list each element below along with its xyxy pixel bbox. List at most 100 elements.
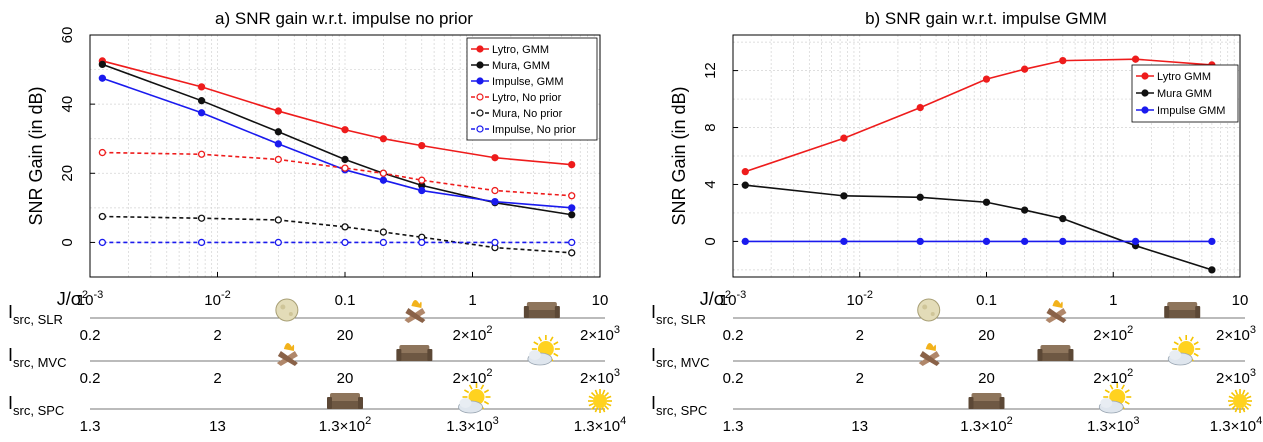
sun-ray (1234, 407, 1239, 413)
sun-ray (1241, 389, 1246, 395)
data-point (840, 237, 848, 246)
moon-icon (917, 298, 941, 322)
data-point (1021, 65, 1029, 73)
x-axis-label: J/σ2 (700, 289, 731, 309)
row-value-base: 2 (213, 327, 221, 344)
sofa-back (526, 302, 557, 312)
row-value-base: 13 (209, 418, 226, 435)
moon-crater (922, 304, 928, 310)
row-label-sub: src, MVC (656, 355, 709, 370)
x-axis-label-base: J/σ (57, 289, 82, 309)
series-line (745, 58, 1212, 173)
x-tick-label-exp: -2 (221, 289, 231, 301)
data-point (274, 216, 282, 224)
row-value: 0.2 (723, 370, 744, 387)
row-value: 0.2 (723, 327, 744, 344)
row-value-exp: 2 (1127, 367, 1133, 379)
row-label-sub: src, SLR (13, 312, 63, 327)
campfire-icon (276, 342, 298, 366)
log (405, 308, 426, 323)
row-value: 20 (337, 327, 354, 344)
sofa-arm (1195, 306, 1201, 318)
data-point (741, 237, 749, 246)
sun-ray (483, 400, 490, 405)
row-value-base: 2×10 (580, 370, 614, 387)
data-point (568, 249, 576, 257)
row-value-base: 0.2 (723, 370, 744, 387)
data-point (568, 160, 576, 169)
sofa-icon (523, 302, 560, 318)
sofa-back (1040, 345, 1071, 355)
moon-disc (275, 298, 299, 322)
cloud (1100, 398, 1113, 408)
series-lytro-gmm (98, 57, 576, 169)
sun-ray (483, 389, 490, 394)
row-value: 0.2 (80, 327, 101, 344)
moon-crater (930, 312, 935, 316)
sun-ray (1173, 341, 1179, 346)
sofa-back (971, 393, 1002, 403)
row-label-sub: src, SPC (656, 403, 707, 418)
data-point (274, 155, 282, 164)
row-value-base: 2 (856, 327, 864, 344)
data-point (98, 74, 107, 82)
data-point (568, 238, 576, 247)
data-point (274, 238, 282, 247)
sofa-seat (970, 401, 1003, 409)
row-value-exp: 3 (493, 415, 499, 427)
sun-ray (601, 389, 606, 395)
x-tick-label: 10-3 (77, 289, 103, 309)
row-value: 2×103 (580, 324, 620, 344)
x-tick-label-exp: -3 (93, 289, 103, 301)
row-value-base: 1.3×10 (446, 418, 492, 435)
data-point (341, 238, 349, 247)
data-point (568, 204, 576, 212)
data-point (197, 109, 206, 117)
legend-marker (476, 45, 484, 53)
y-axis-label: SNR Gain (in dB) (669, 86, 689, 225)
sun-ray (1121, 384, 1125, 390)
x-tick-label: 1 (1109, 292, 1117, 309)
series-line (102, 77, 572, 209)
campfire-icon (404, 299, 426, 323)
x-axis-label: J/σ2 (57, 289, 88, 309)
row-label-base: I (651, 345, 656, 365)
y-tick-label: 0 (59, 238, 76, 246)
sun-ray (1228, 395, 1234, 400)
sun-ray (538, 336, 543, 342)
row-value-exp: 2 (486, 324, 492, 336)
legend-marker (476, 61, 484, 69)
legend-label: Impulse, No prior (492, 124, 576, 136)
row-value-exp: 2 (1007, 415, 1013, 427)
sofa-seat (1039, 353, 1072, 361)
row-label-base: I (651, 302, 656, 322)
moon-disc (917, 298, 941, 322)
row-value-exp: 3 (1250, 324, 1256, 336)
row-value-base: 20 (978, 370, 995, 387)
legend-label: Mura, GMM (492, 60, 550, 72)
flame (925, 342, 936, 351)
log (277, 351, 298, 366)
sun-ray (1109, 384, 1114, 390)
x-tick-label: 1 (468, 292, 476, 309)
x-tick-label: 0.1 (335, 292, 356, 309)
data-point (197, 214, 206, 222)
row-label-sub: src, SPC (13, 403, 64, 418)
row-value-base: 2×10 (1216, 327, 1250, 344)
row-value: 13 (851, 418, 868, 435)
data-point (916, 237, 924, 246)
row-value: 1.3 (80, 418, 101, 435)
legend-label: Impulse, GMM (492, 76, 564, 88)
data-point (418, 141, 426, 150)
legend-box (466, 37, 598, 141)
row-label-sub: src, SLR (656, 312, 706, 327)
sun-ray (604, 391, 610, 397)
legend-marker (1141, 72, 1149, 80)
sun-ray (553, 341, 559, 346)
sun-ray (1193, 341, 1199, 346)
data-point (197, 97, 206, 105)
cloud (1169, 350, 1182, 360)
